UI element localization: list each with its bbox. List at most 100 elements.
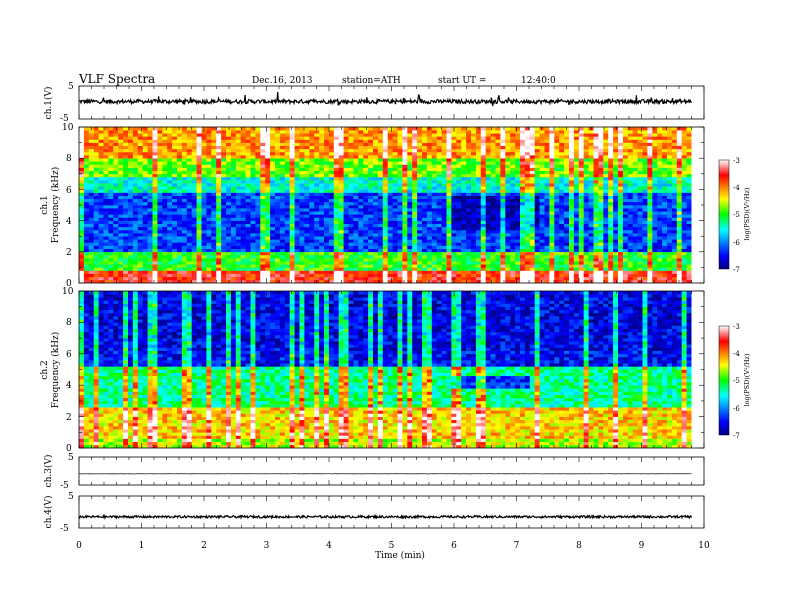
spectrogram-cell bbox=[230, 161, 237, 165]
spectrogram-cell bbox=[79, 220, 85, 225]
spectrogram-cell bbox=[177, 223, 183, 228]
spectrogram-cell bbox=[157, 167, 163, 171]
spectrogram-cell bbox=[382, 167, 388, 171]
spectrogram-cell bbox=[128, 198, 134, 203]
spectrogram-cell bbox=[480, 258, 486, 262]
spectrogram-cell bbox=[387, 279, 393, 283]
spectrogram-cell bbox=[353, 173, 359, 178]
spectrogram-cell bbox=[402, 273, 408, 278]
spectrogram-cell bbox=[181, 136, 188, 140]
spectrogram-cell bbox=[294, 148, 300, 153]
spectrogram-cell bbox=[98, 217, 104, 221]
spectrogram-cell bbox=[426, 139, 433, 143]
spectrogram-cell bbox=[103, 248, 109, 253]
spectrogram-cell bbox=[98, 205, 104, 209]
spectrogram-cell bbox=[186, 164, 192, 168]
spectrogram-cell bbox=[407, 176, 413, 181]
spectrogram-cell bbox=[324, 248, 330, 253]
spectrogram-cell bbox=[402, 270, 408, 274]
spectrogram-cell bbox=[524, 133, 531, 137]
spectrogram-cell bbox=[534, 226, 540, 231]
spectrogram-cell bbox=[142, 158, 148, 162]
spectrogram-cell bbox=[500, 214, 506, 218]
spectrogram-cell bbox=[284, 145, 290, 150]
spectrogram-cell bbox=[324, 226, 330, 231]
spectrogram-cell bbox=[304, 161, 310, 165]
spectrogram-cell bbox=[314, 223, 320, 228]
spectrogram-cell bbox=[211, 148, 217, 153]
spectrogram-cell bbox=[363, 148, 369, 153]
spectrogram-cell bbox=[466, 133, 472, 137]
spectrogram-cell bbox=[392, 242, 398, 246]
spectrogram-cell bbox=[407, 233, 413, 237]
spectrogram-cell bbox=[328, 208, 335, 212]
spectrogram-cell bbox=[515, 261, 521, 265]
spectrogram-cell bbox=[250, 233, 256, 237]
spectrogram-cell bbox=[221, 270, 227, 274]
spectrogram-cell bbox=[539, 248, 545, 253]
spectrogram-cell bbox=[559, 208, 565, 212]
spectrogram-cell bbox=[328, 127, 335, 131]
spectrogram-cell bbox=[235, 229, 241, 234]
spectrogram-cell bbox=[515, 236, 521, 240]
spectrogram-cell bbox=[279, 258, 286, 262]
spectrogram-cell bbox=[377, 239, 384, 243]
spectrogram-cell bbox=[485, 195, 491, 200]
spectrogram-cell bbox=[564, 192, 570, 196]
spectrogram-cell bbox=[128, 211, 134, 215]
spectrogram-cell bbox=[221, 186, 227, 190]
spectrogram-cell bbox=[128, 239, 134, 243]
spectrogram-cell bbox=[397, 145, 403, 150]
spectrogram-cell bbox=[328, 201, 335, 206]
spectrogram-cell bbox=[343, 161, 349, 165]
spectrogram-cell bbox=[373, 223, 379, 228]
spectrogram-cell bbox=[382, 245, 388, 249]
spectrogram-cell bbox=[480, 208, 486, 212]
spectrogram-cell bbox=[299, 136, 305, 140]
spectrogram-cell bbox=[392, 158, 398, 162]
spectrogram-cell bbox=[177, 145, 183, 150]
spectrogram-cell bbox=[377, 205, 384, 209]
spectrogram-cell bbox=[79, 248, 85, 253]
spectrogram-cell bbox=[436, 279, 442, 283]
spectrogram-cell bbox=[422, 248, 428, 253]
spectrogram-cell bbox=[554, 170, 560, 175]
spectrogram-cell bbox=[495, 211, 501, 215]
spectrogram-cell bbox=[485, 267, 491, 271]
spectrogram-cell bbox=[456, 170, 462, 175]
spectrogram-cell bbox=[368, 226, 374, 231]
spectrogram-cell bbox=[333, 167, 339, 171]
spectrogram-cell bbox=[495, 145, 501, 150]
spectrogram-cell bbox=[142, 270, 148, 274]
spectrogram-cell bbox=[363, 189, 369, 193]
spectrogram-cell bbox=[142, 145, 148, 150]
spectrogram-cell bbox=[245, 251, 251, 256]
spectrogram-cell bbox=[529, 254, 535, 259]
spectrogram-cell bbox=[382, 173, 388, 178]
spectrogram-cell bbox=[338, 136, 344, 140]
spectrogram-cell bbox=[172, 214, 178, 218]
spectrogram-cell bbox=[206, 192, 212, 196]
spectrogram-cell bbox=[142, 245, 148, 249]
spectrogram-cell bbox=[471, 239, 477, 243]
spectrogram-cell bbox=[539, 161, 545, 165]
spectrogram-cell bbox=[515, 155, 521, 159]
spectrogram-cell bbox=[554, 242, 560, 246]
spectrogram-cell bbox=[422, 195, 428, 200]
spectrogram-cell bbox=[456, 186, 462, 190]
spectrogram-cell bbox=[348, 139, 354, 143]
spectrogram-cell bbox=[328, 211, 335, 215]
spectrogram-cell bbox=[363, 217, 369, 221]
spectrogram-cell bbox=[461, 233, 467, 237]
spectrogram-cell bbox=[524, 145, 531, 150]
spectrogram-cell bbox=[226, 261, 232, 265]
spectrogram-cell bbox=[520, 208, 526, 212]
spectrogram-cell bbox=[554, 208, 560, 212]
spectrogram-cell bbox=[412, 183, 418, 187]
spectrogram-cell bbox=[466, 145, 472, 150]
spectrogram-cell bbox=[392, 264, 398, 268]
spectrogram-cell bbox=[436, 254, 442, 259]
spectrogram-cell bbox=[221, 180, 227, 184]
spectrogram-cell bbox=[524, 167, 531, 171]
spectrogram-cell bbox=[142, 151, 148, 156]
